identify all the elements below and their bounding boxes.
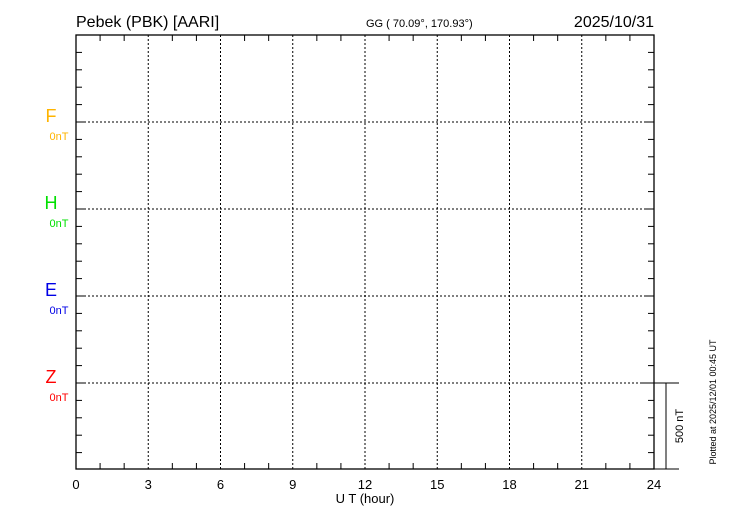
x-tick-label: 21 [575,477,589,492]
series-baseline-label: 0nT [50,131,69,143]
x-axis-label: U T (hour) [336,491,395,506]
series-baseline-label: 0nT [50,392,69,404]
x-tick-label: 18 [502,477,516,492]
series-label-z: Z [46,367,57,387]
scale-bar-label: 500 nT [674,409,686,444]
coordinates: GG ( 70.09°, 170.93°) [366,18,473,30]
series-baseline-label: 0nT [50,305,69,317]
x-tick-label: 9 [289,477,296,492]
series-label-e: E [45,280,57,300]
x-tick-label: 12 [358,477,372,492]
series-baseline-label: 0nT [50,218,69,230]
series-label-f: F [46,106,57,126]
x-tick-label: 24 [647,477,661,492]
x-tick-label: 0 [72,477,79,492]
plot-frame [75,34,655,470]
station-title: Pebek (PBK) [AARI] [76,14,219,31]
plot-date: 2025/10/31 [574,14,654,31]
x-tick-label: 3 [145,477,152,492]
plotted-timestamp: Plotted at 2025/12/01 00:45 UT [708,339,718,465]
x-tick-label: 15 [430,477,444,492]
series-label-h: H [45,193,58,213]
x-tick-label: 6 [217,477,224,492]
